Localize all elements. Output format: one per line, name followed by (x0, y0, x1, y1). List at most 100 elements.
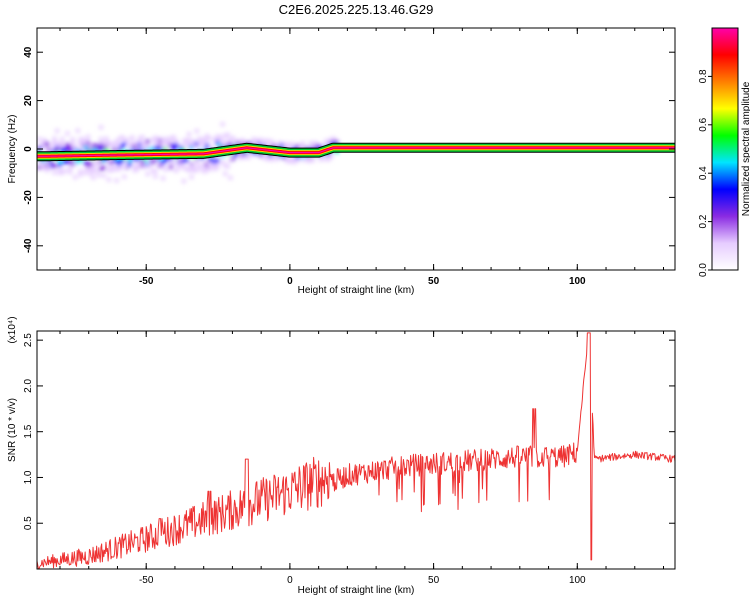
spectrogram-cell (127, 159, 132, 164)
spectrogram-haze (57, 141, 62, 146)
spectrogram-cell (293, 157, 298, 162)
spectrogram-haze (47, 166, 52, 171)
spectrogram-cell (49, 142, 54, 147)
spectrogram-cell (132, 168, 137, 173)
spectrogram-cell (187, 144, 192, 149)
spectrogram-cell (184, 158, 189, 163)
spectrogram-cell (272, 143, 277, 148)
spectrogram-cell (49, 163, 54, 168)
spectrogram-cell (168, 143, 173, 148)
spectrogram-cell (65, 142, 70, 147)
spectrogram-cell (88, 165, 93, 170)
spectrogram-cell (236, 141, 241, 146)
spectrogram-cell (181, 139, 186, 144)
spectrogram-cell (233, 153, 238, 158)
spectrogram-cell (205, 136, 210, 141)
spectrogram-cell (96, 146, 101, 151)
spectrogram-cell (119, 144, 124, 149)
spectrogram-haze (42, 139, 47, 144)
spectrogram-cell (55, 144, 60, 149)
spectrogram-cell (285, 144, 290, 149)
spectrogram-cell (280, 155, 285, 160)
spectrogram-cell (285, 156, 290, 161)
spectrogram-cell (117, 166, 122, 171)
spectrogram-cell (73, 161, 78, 166)
spectrogram-haze (145, 172, 150, 177)
spectrogram-ytick-label: -20 (23, 190, 34, 205)
spectrogram-cell (267, 139, 272, 144)
spectrogram-band-peak (37, 147, 675, 157)
snr-ytick-label: 1.0 (23, 470, 34, 484)
spectrogram-haze (73, 175, 78, 180)
spectrogram-haze (187, 132, 192, 137)
spectrogram-cell (187, 138, 192, 143)
spectrogram-cell (60, 137, 65, 142)
spectrogram-cell (228, 137, 233, 142)
spectrogram-cell (189, 164, 194, 169)
spectrogram-cell (101, 165, 106, 170)
spectrogram-haze (127, 143, 132, 148)
spectrogram-cell (179, 160, 184, 165)
spectrogram-xtick-label: 100 (569, 276, 586, 287)
spectrogram-cell (205, 143, 210, 148)
spectrogram-cell (220, 140, 225, 145)
snr-series-line (37, 332, 675, 569)
spectrogram-cell (96, 161, 101, 166)
spectrogram-ytick-label: 20 (23, 95, 34, 107)
spectrogram-haze (68, 170, 73, 175)
spectrogram-cell (158, 163, 163, 168)
spectrogram-cell (44, 163, 49, 168)
spectrogram-cell (192, 168, 197, 173)
spectrogram-cell (163, 140, 168, 145)
spectrogram-cell (145, 143, 150, 148)
spectrogram-cell (60, 141, 65, 146)
spectrogram-cell (194, 168, 199, 173)
spectrogram-cell (140, 158, 145, 163)
spectrogram-cell (254, 139, 259, 144)
spectrogram-cell (143, 142, 148, 147)
spectrogram-haze (171, 135, 176, 140)
spectrogram-cell (153, 141, 158, 146)
spectrogram-cell (112, 143, 117, 148)
spectrogram-cell (259, 153, 264, 158)
spectrogram-cell (215, 136, 220, 141)
spectrogram-cell (290, 156, 295, 161)
spectrogram-cell (241, 138, 246, 143)
spectrogram-cell (210, 161, 215, 166)
spectrogram-cell (207, 158, 212, 163)
spectrogram-cell (174, 143, 179, 148)
spectrogram-cell (326, 155, 331, 160)
spectrogram-cell (109, 160, 114, 165)
spectrogram-cell (318, 157, 323, 162)
spectrogram-haze (37, 137, 41, 142)
spectrogram-cell (300, 141, 305, 146)
spectrogram-haze (109, 142, 114, 147)
spectrogram-haze (55, 128, 60, 133)
spectrogram-cell (262, 139, 267, 144)
spectrogram-cell (197, 140, 202, 145)
spectrogram-cell (262, 155, 267, 160)
spectrogram-haze (117, 144, 122, 149)
spectrogram-cell (153, 169, 158, 174)
spectrogram-cell (218, 136, 223, 141)
spectrogram-cell (60, 147, 65, 152)
spectrogram-cell (93, 147, 98, 152)
spectrogram-cell (155, 145, 160, 150)
spectrogram-cell (44, 168, 49, 173)
spectrogram-haze (39, 161, 44, 166)
spectrogram-cell (91, 169, 96, 174)
spectrogram-cell (88, 168, 93, 173)
spectrogram-cell (287, 159, 292, 164)
spectrogram-haze (44, 160, 49, 165)
spectrogram-cell (158, 144, 163, 149)
spectrogram-cell (161, 138, 166, 143)
spectrogram-cell (65, 147, 70, 152)
spectrogram-cell (114, 159, 119, 164)
spectrogram-cell (192, 166, 197, 171)
spectrogram-cell (316, 144, 321, 149)
spectrogram-haze (119, 135, 124, 140)
spectrogram-cell (280, 143, 285, 148)
spectrogram-cell (326, 139, 331, 144)
spectrogram-haze (215, 163, 220, 168)
spectrogram-cell (137, 139, 142, 144)
